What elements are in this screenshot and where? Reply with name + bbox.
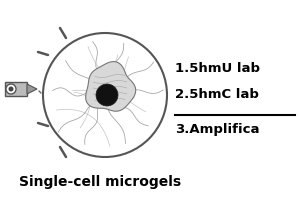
Text: 1.5hmU lab: 1.5hmU lab — [175, 62, 260, 74]
Bar — [5, 82, 27, 96]
Circle shape — [6, 84, 16, 94]
Text: 3.Amplifica: 3.Amplifica — [175, 123, 260, 136]
Polygon shape — [27, 84, 37, 94]
Text: 2.5hmC lab: 2.5hmC lab — [175, 88, 259, 102]
Circle shape — [43, 33, 167, 157]
Text: Single-cell microgels: Single-cell microgels — [19, 175, 181, 189]
Polygon shape — [85, 62, 136, 111]
Circle shape — [8, 86, 14, 92]
Circle shape — [96, 84, 118, 106]
